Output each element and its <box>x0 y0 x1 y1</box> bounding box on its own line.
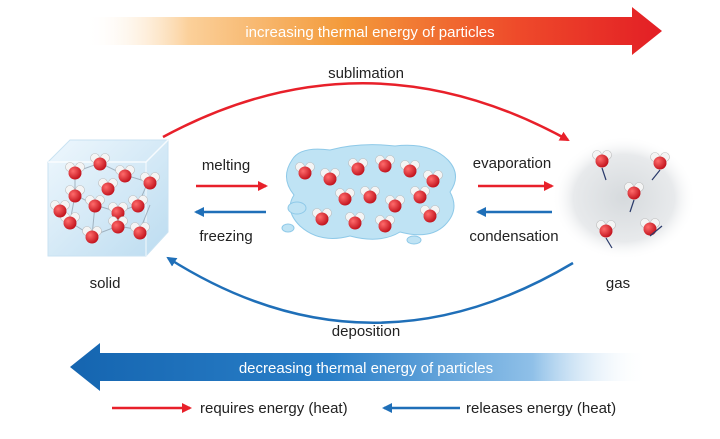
deposition-arrow <box>166 256 574 324</box>
liquid-puddle <box>281 144 456 245</box>
solid-label: solid <box>90 275 121 292</box>
solid-ice-cube <box>47 139 169 257</box>
top-banner: increasing thermal energy of particles <box>85 7 662 55</box>
condensation-label: condensation <box>469 228 558 245</box>
legend-releases-label: releases energy (heat) <box>466 400 616 417</box>
freezing-label: freezing <box>199 228 252 245</box>
deposition-label: deposition <box>332 323 400 340</box>
legend: requires energy (heat) releases energy (… <box>112 400 616 417</box>
evaporation-label: evaporation <box>473 155 551 172</box>
legend-requires-label: requires energy (heat) <box>200 400 348 417</box>
sublimation-arrow <box>162 82 570 142</box>
gas-cloud <box>552 136 696 260</box>
sublimation-label: sublimation <box>328 65 404 82</box>
top-banner-label: increasing thermal energy of particles <box>245 24 494 41</box>
bottom-banner-label: decreasing thermal energy of particles <box>239 360 493 377</box>
melting-label: melting <box>202 157 250 174</box>
bottom-banner: decreasing thermal energy of particles <box>70 343 648 391</box>
gas-label: gas <box>606 275 630 292</box>
